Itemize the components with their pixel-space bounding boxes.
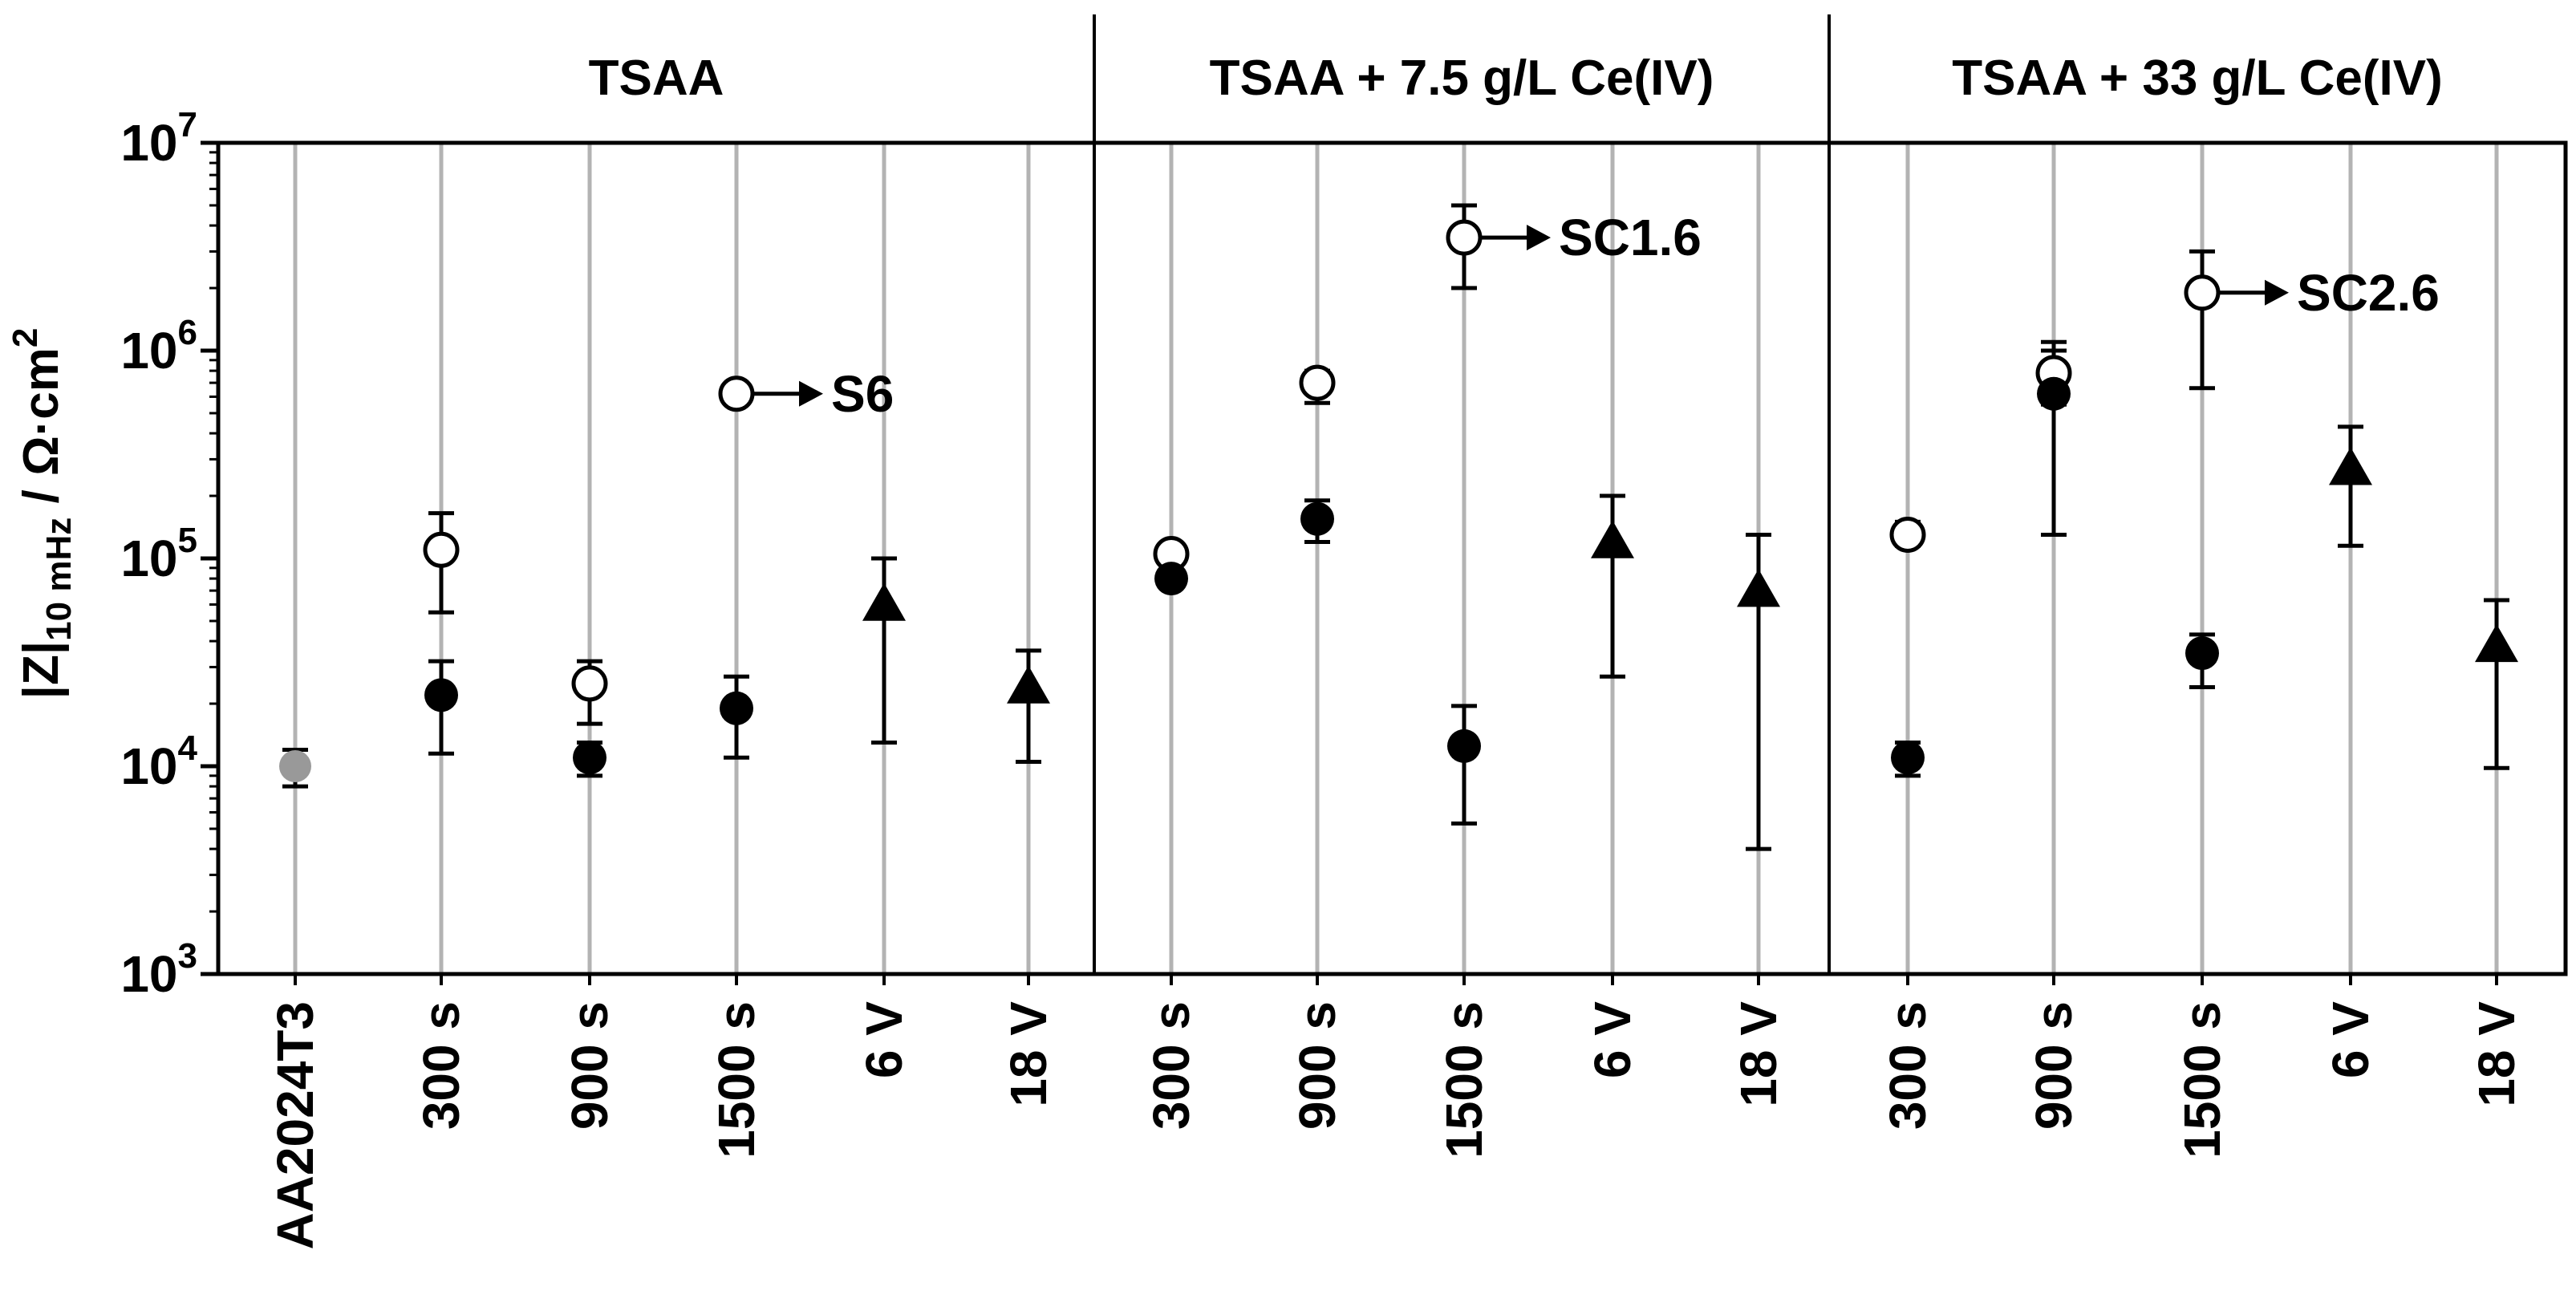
filled-circle-marker: [2185, 636, 2219, 671]
y-tick-label: 106: [120, 313, 197, 380]
x-tick-label: 300 s: [412, 1001, 470, 1130]
plot-border: [216, 140, 2568, 976]
triangle-marker: [1007, 665, 1050, 704]
x-tick-labels: AA2024T3 300 s 900 s 1500 s 6 V 18 V 300 s 900 …: [266, 974, 2525, 1250]
filled-circle-marker: [720, 691, 753, 725]
panel-title: TSAA: [589, 51, 724, 106]
x-tick-label: 900 s: [1288, 1001, 1346, 1130]
gray-circle-marker: [279, 750, 311, 782]
y-tick-label: 107: [120, 105, 197, 172]
triangle-marker: [862, 582, 906, 621]
y-axis-label: |Z|10 mHz / Ω·cm2: [6, 328, 79, 700]
x-tick-label: AA2024T3: [266, 1001, 324, 1250]
filled-circle-marker: [2037, 376, 2071, 411]
panel-title: TSAA + 7.5 g/L Ce(IV): [1210, 51, 1714, 106]
annotations: S6 SC1.6 SC2.6: [754, 209, 2440, 423]
y-tick-label: 105: [120, 521, 197, 587]
y-axis: 103 104 105 106 107: [120, 105, 218, 1003]
open-circle-marker: [2184, 274, 2221, 311]
panel-title: TSAA + 33 g/L Ce(IV): [1952, 51, 2443, 106]
x-tick-label: 300 s: [1879, 1001, 1937, 1130]
open-circle-marker: [423, 531, 460, 568]
annotation-label: S6: [831, 365, 894, 423]
triangle-marker: [2329, 447, 2372, 485]
annotation-arrow-head: [2265, 279, 2289, 306]
annotation-label: SC1.6: [1559, 209, 1702, 266]
x-tick-label: 1500 s: [1435, 1001, 1493, 1159]
plot-frame: [216, 14, 2568, 976]
y-tick-label: 103: [120, 936, 197, 1003]
x-tick-label: 300 s: [1142, 1001, 1200, 1130]
open-circle-marker: [1446, 219, 1483, 256]
panel-titles: TSAA TSAA + 7.5 g/L Ce(IV) TSAA + 33 g/L C…: [589, 51, 2443, 106]
x-tick-label: 6 V: [2322, 1001, 2379, 1078]
x-tick-label: 18 V: [2468, 1001, 2525, 1107]
x-tick-label: 1500 s: [708, 1001, 765, 1159]
triangle-marker: [2475, 623, 2518, 663]
data-markers: [279, 219, 2518, 782]
x-tick-label: 900 s: [2025, 1001, 2083, 1130]
error-bars: [282, 203, 2509, 851]
x-tick-label: 900 s: [561, 1001, 619, 1130]
open-circle-marker: [1889, 516, 1926, 553]
x-tick-label: 6 V: [1584, 1001, 1641, 1078]
x-tick-label: 18 V: [1000, 1001, 1057, 1107]
filled-circle-marker: [573, 741, 606, 775]
open-circle-marker: [571, 665, 608, 702]
annotation-arrow-head: [1527, 225, 1551, 251]
filled-circle-marker: [1154, 562, 1188, 596]
triangle-marker: [1737, 569, 1780, 607]
open-circle-marker: [718, 375, 755, 412]
x-tick-label: 1500 s: [2173, 1001, 2231, 1159]
filled-circle-marker: [1300, 501, 1334, 536]
open-circle-marker: [1299, 364, 1336, 401]
triangle-marker: [1591, 520, 1634, 558]
filled-circle-marker: [1447, 729, 1481, 763]
y-tick-label: 104: [120, 729, 197, 795]
x-tick-label: 18 V: [1730, 1001, 1787, 1107]
x-tick-label: 6 V: [855, 1001, 913, 1078]
category-gridlines: [293, 143, 2499, 974]
filled-circle-marker: [424, 678, 458, 712]
filled-circle-marker: [1891, 741, 1925, 775]
annotation-arrow-head: [799, 380, 823, 407]
annotation-label: SC2.6: [2297, 264, 2440, 322]
